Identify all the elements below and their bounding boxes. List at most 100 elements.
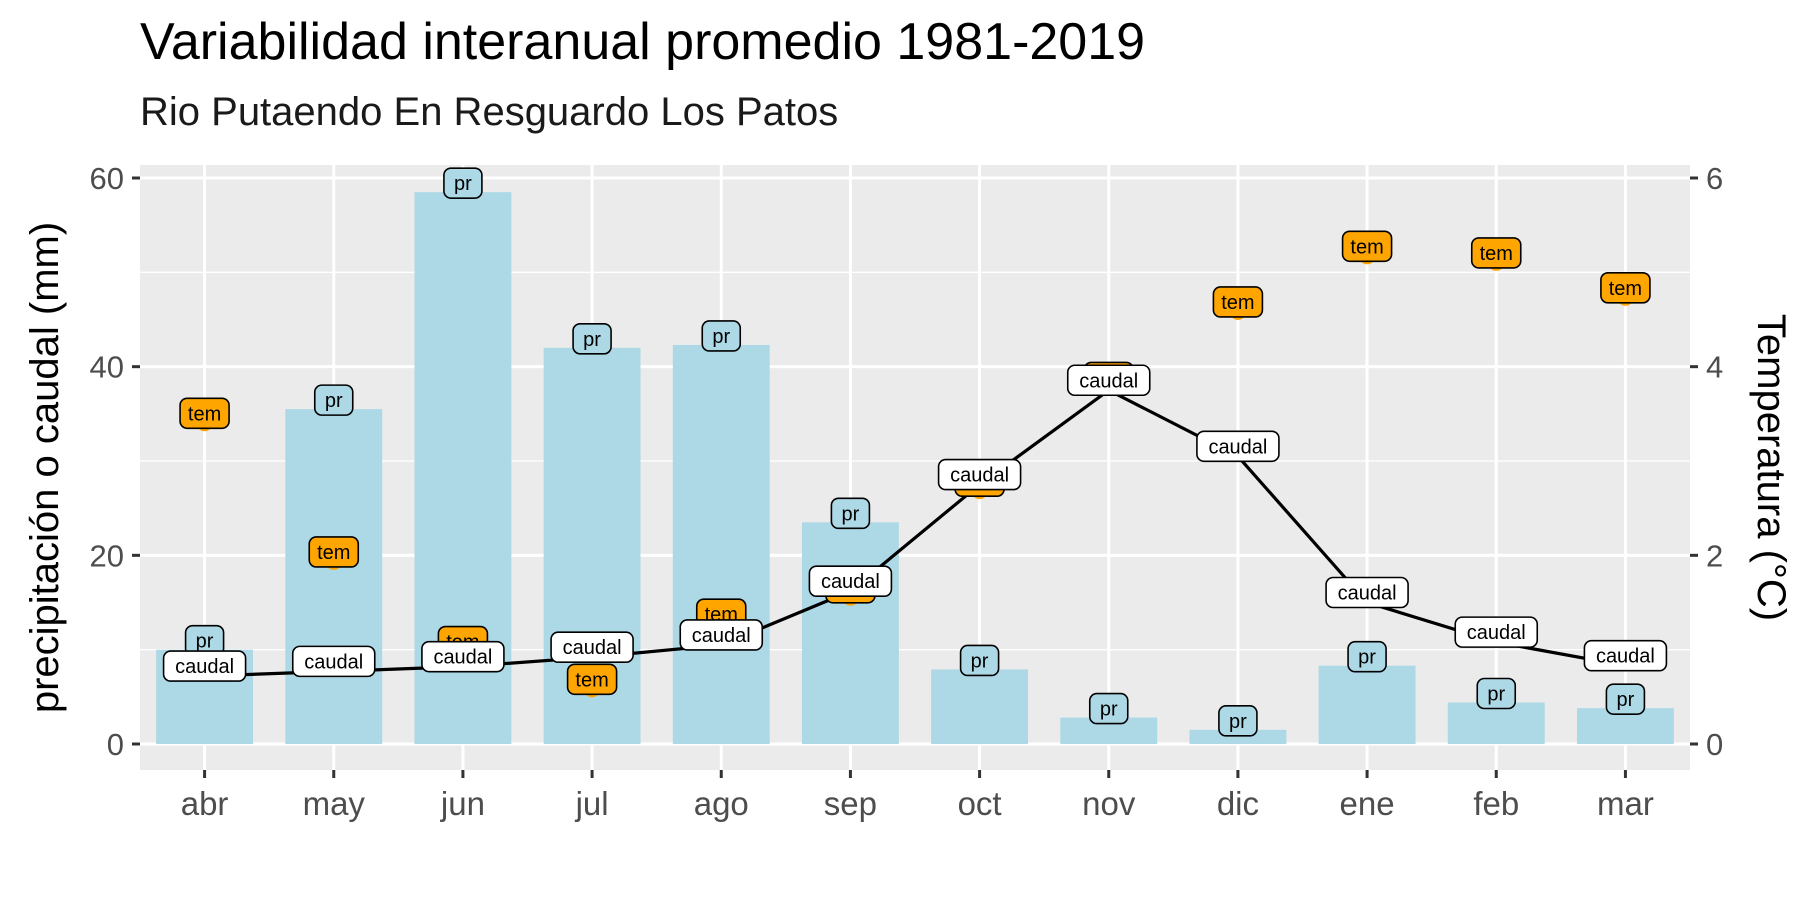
y2-tick-label: 4 xyxy=(1706,350,1723,385)
x-tick-label-nov: nov xyxy=(1082,785,1136,822)
label-caudal-mar-box xyxy=(1583,639,1668,672)
label-tem-mar: tem xyxy=(1600,272,1651,304)
label-tem-mar-text: tem xyxy=(1609,278,1642,300)
point-labels: pr pr pr pr pr pr pr pr pr pr pr pr tem tem tem tem tem t… xyxy=(162,167,1668,737)
label-tem-jul: tem xyxy=(566,663,618,696)
x-tick-label-may: may xyxy=(303,785,366,822)
y2-axis-title: Temperatura (°C) xyxy=(1749,314,1793,621)
label-caudal-jul-box xyxy=(550,631,634,664)
label-tem-dic: tem xyxy=(1212,286,1264,318)
label-pr-jul-text: pr xyxy=(583,329,601,351)
label-tem-feb: tem xyxy=(1470,237,1522,269)
x-tick-label-dic: dic xyxy=(1217,785,1259,822)
label-tem-jul-box xyxy=(566,663,618,696)
x-tick-label-jul: jul xyxy=(575,785,609,822)
label-pr-mar-box xyxy=(1605,683,1646,715)
label-tem-jul-text: tem xyxy=(575,669,608,691)
label-caudal-jul-text: caudal xyxy=(563,637,622,659)
label-pr-ago: pr xyxy=(701,320,742,352)
label-tem-feb-box xyxy=(1470,237,1522,269)
label-caudal-abr: caudal xyxy=(162,650,247,682)
x-tick-label-feb: feb xyxy=(1473,785,1519,822)
label-pr-abr-text: pr xyxy=(196,631,214,653)
label-caudal-may: caudal xyxy=(291,645,376,678)
y2-tick-label: 2 xyxy=(1706,538,1723,573)
label-caudal-ago: caudal xyxy=(679,619,764,651)
label-caudal-abr-box xyxy=(162,650,247,682)
label-pr-nov: pr xyxy=(1088,692,1129,725)
label-caudal-dic-box xyxy=(1196,430,1280,463)
label-caudal-abr-text: caudal xyxy=(175,656,234,678)
y2-tick-label: 0 xyxy=(1706,727,1723,762)
label-caudal-nov-text: caudal xyxy=(1079,370,1138,392)
label-caudal-sep-text: caudal xyxy=(821,571,880,593)
label-caudal-ago-text: caudal xyxy=(692,625,751,647)
label-pr-ago-text: pr xyxy=(712,326,730,348)
label-caudal-ago-box xyxy=(679,619,764,651)
label-pr-ago-box xyxy=(701,320,742,352)
label-tem-ene: tem xyxy=(1341,230,1393,263)
label-pr-ene-text: pr xyxy=(1358,647,1376,669)
label-pr-sep-text: pr xyxy=(842,503,860,525)
x-tick-label-abr: abr xyxy=(181,785,229,822)
bar-pr-feb xyxy=(1447,702,1545,744)
label-pr-nov-box xyxy=(1088,692,1129,725)
label-caudal-may-box xyxy=(291,645,376,678)
label-caudal-sep-box xyxy=(808,565,893,597)
bar-pr-may xyxy=(285,409,383,744)
label-tem-may-text: tem xyxy=(317,542,350,564)
x-tick-label-jun: jun xyxy=(440,785,485,822)
label-pr-dic: pr xyxy=(1218,705,1258,737)
label-tem-feb-text: tem xyxy=(1480,243,1513,265)
label-caudal-nov-box xyxy=(1066,364,1151,397)
label-pr-ene: pr xyxy=(1347,640,1387,673)
bar-pr-oct xyxy=(931,669,1029,744)
bar-pr-dic xyxy=(1189,729,1287,744)
bar-pr-sep xyxy=(801,522,899,744)
label-caudal-mar-text: caudal xyxy=(1596,646,1655,668)
label-pr-sep-box xyxy=(830,497,871,530)
label-caudal-jun: caudal xyxy=(421,640,505,673)
label-pr-jun-text: pr xyxy=(454,173,472,195)
label-caudal-jun-text: caudal xyxy=(433,647,492,669)
label-pr-nov-text: pr xyxy=(1100,699,1118,721)
label-pr-feb-text: pr xyxy=(1487,683,1505,705)
label-pr-may-box xyxy=(313,384,354,416)
bar-pr-ago xyxy=(672,344,770,744)
label-pr-jul-box xyxy=(572,322,612,355)
y-tick-label: 60 xyxy=(90,161,124,196)
x-tick-label-sep: sep xyxy=(824,785,877,822)
x-tick-label-oct: oct xyxy=(958,785,1002,822)
bar-pr-ene xyxy=(1318,665,1416,744)
y-axis-title: precipitación o caudal (mm) xyxy=(23,222,67,713)
label-caudal-feb: caudal xyxy=(1454,616,1539,648)
label-caudal-jun-box xyxy=(421,640,505,673)
label-caudal-ene-text: caudal xyxy=(1338,583,1397,605)
label-pr-mar-text: pr xyxy=(1617,689,1635,711)
label-pr-may: pr xyxy=(313,384,354,416)
axes: 0 20 40 60 0 2 4 6 abr may jun jul ago sep oct nov dic en… xyxy=(90,161,1724,822)
label-caudal-ene-box xyxy=(1325,576,1409,609)
label-caudal-dic: caudal xyxy=(1196,430,1280,463)
label-caudal-mar: caudal xyxy=(1583,639,1668,672)
chart-title: Variabilidad interanual promedio 1981-20… xyxy=(140,13,1146,71)
label-caudal-jul: caudal xyxy=(550,631,634,664)
label-pr-abr: pr xyxy=(184,624,225,657)
label-tem-ene-text: tem xyxy=(1350,236,1383,258)
label-caudal-oct-box xyxy=(937,458,1022,491)
label-caudal-oct: caudal xyxy=(937,458,1022,491)
label-pr-jul: pr xyxy=(572,322,612,355)
label-caudal-ene: caudal xyxy=(1325,576,1409,609)
label-pr-oct-box xyxy=(959,644,1000,677)
label-pr-mar: pr xyxy=(1605,683,1646,715)
label-pr-ene-box xyxy=(1347,640,1387,673)
x-tick-label-mar: mar xyxy=(1597,785,1654,822)
y-tick-label: 40 xyxy=(90,350,124,385)
label-tem-dic-text: tem xyxy=(1221,292,1254,314)
label-tem-may-box xyxy=(308,536,360,568)
x-tick-label-ago: ago xyxy=(694,785,749,822)
label-pr-oct: pr xyxy=(959,644,1000,677)
label-pr-sep: pr xyxy=(830,497,871,530)
label-tem-abr: tem xyxy=(179,397,230,430)
